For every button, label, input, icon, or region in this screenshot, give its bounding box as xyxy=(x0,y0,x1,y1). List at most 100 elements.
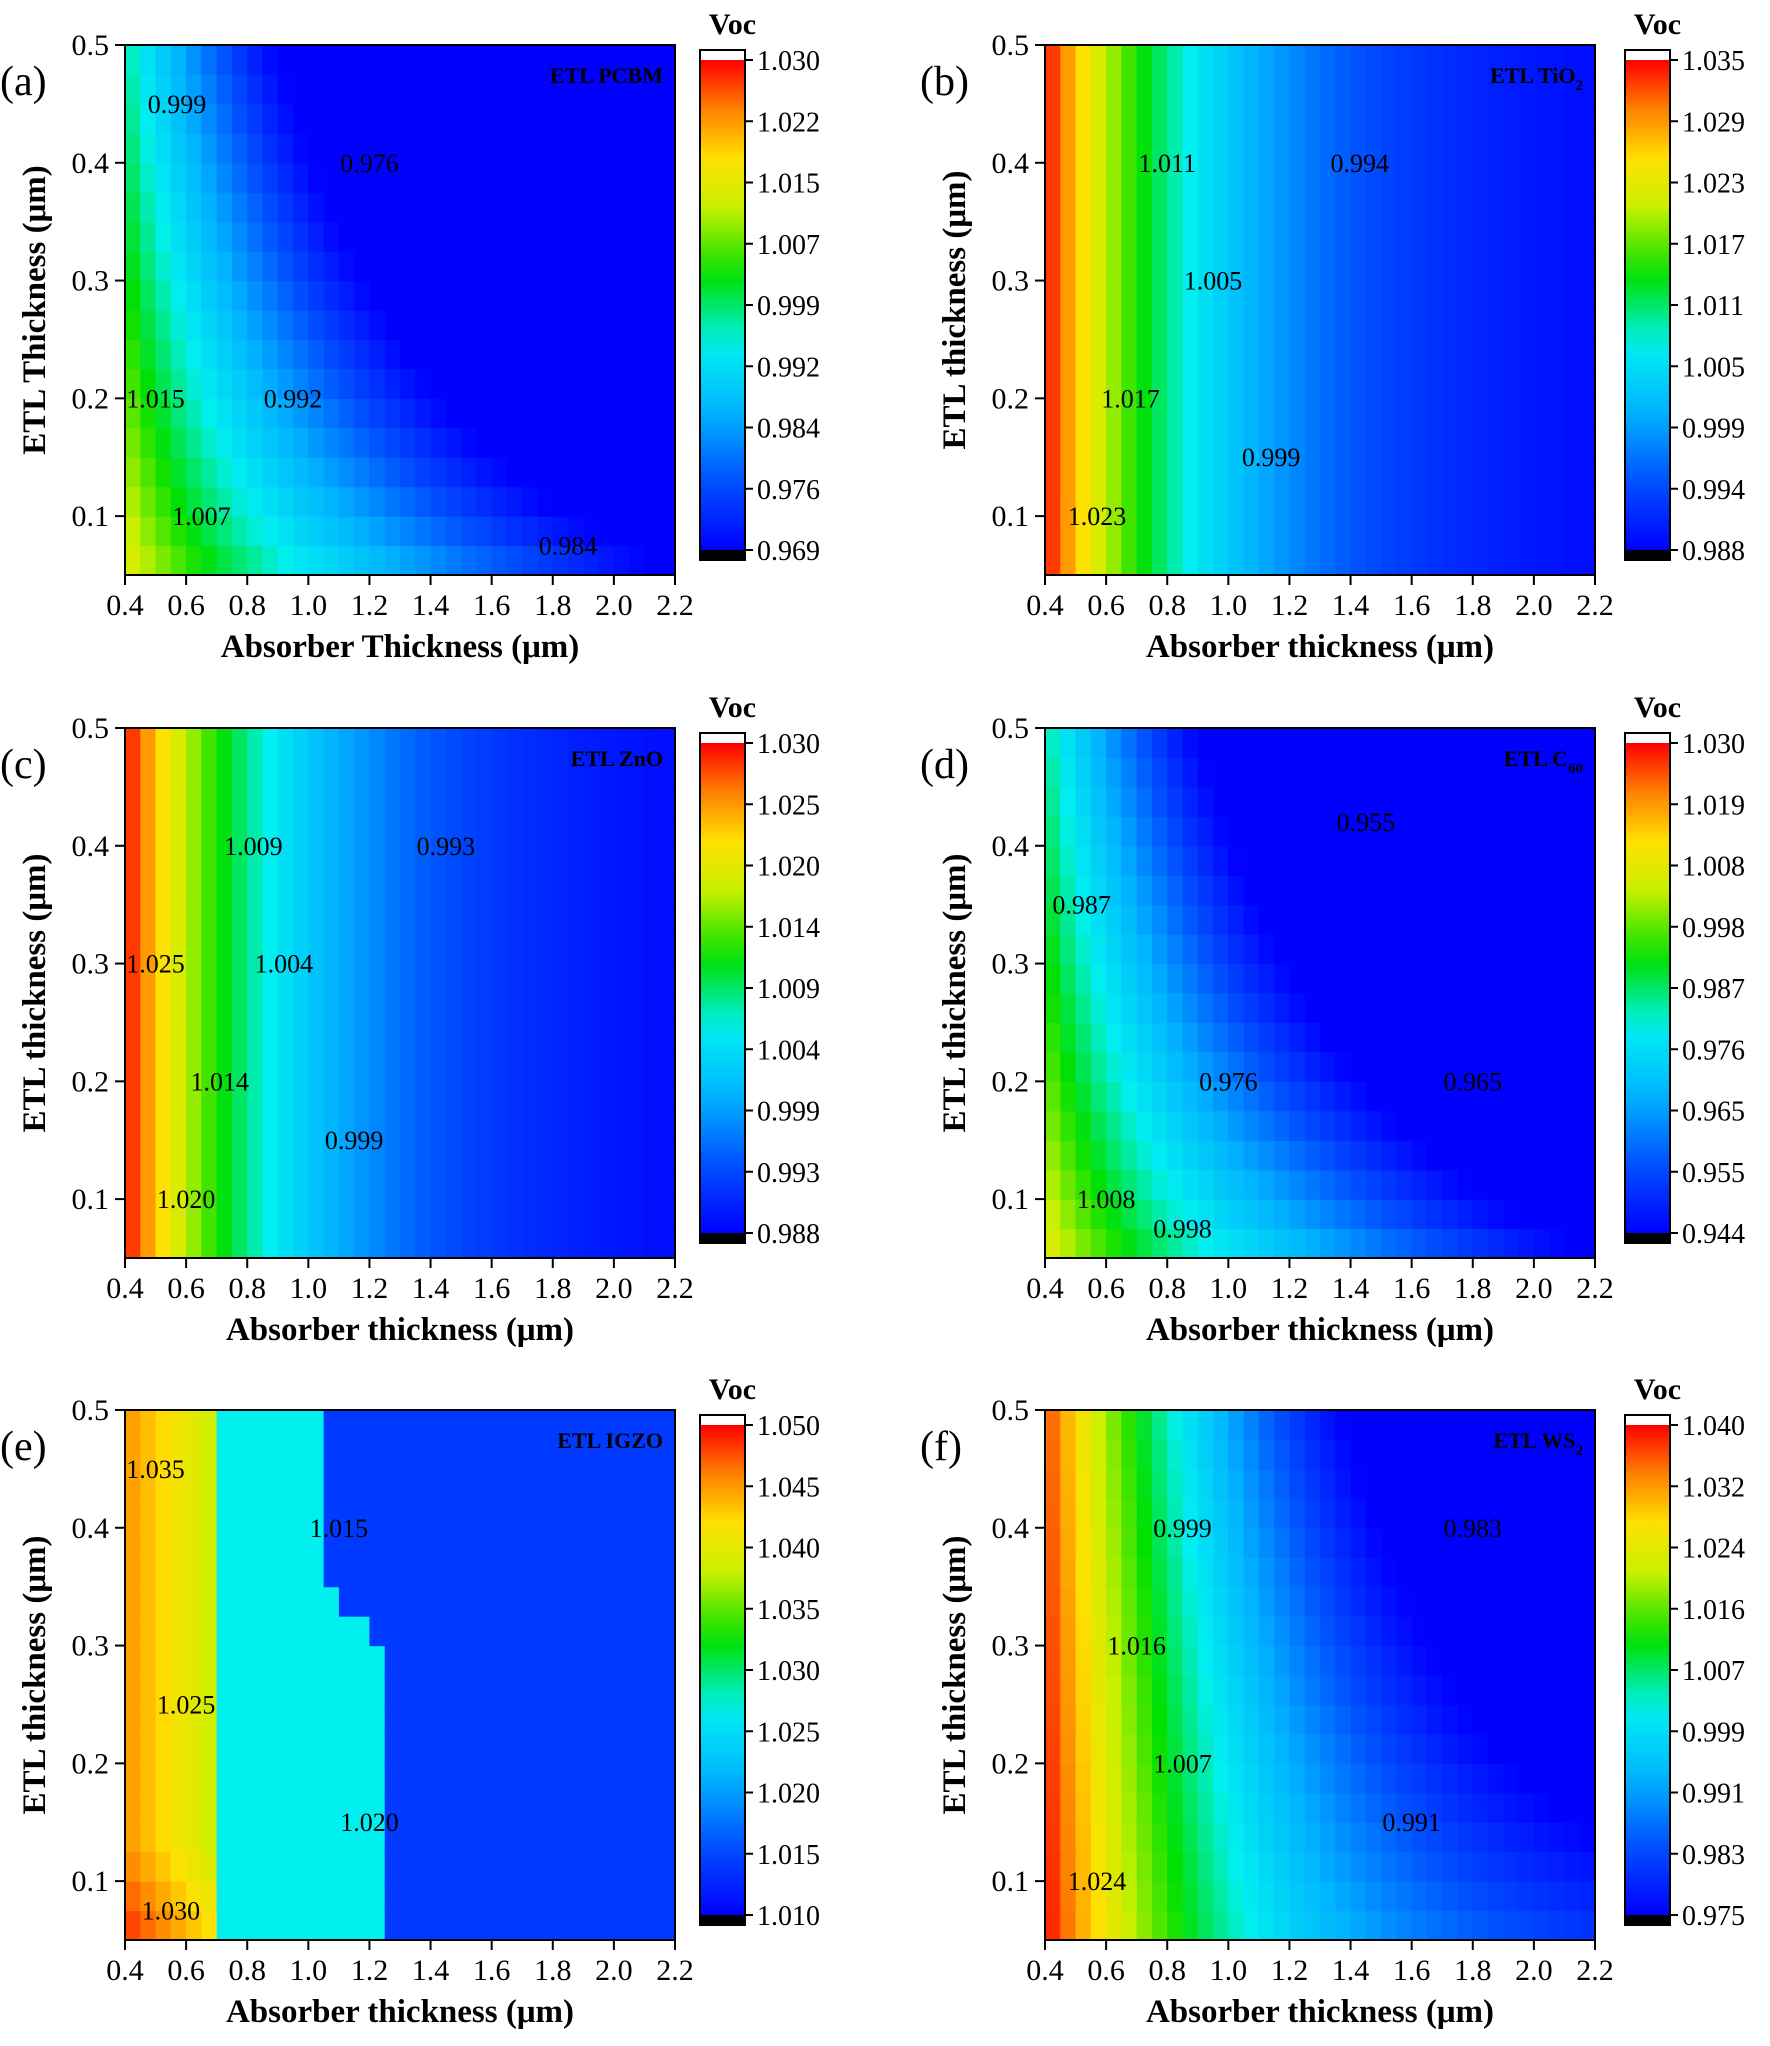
heatmap-cell xyxy=(262,427,279,458)
colorbar-tick-label: 0.993 xyxy=(757,1158,820,1189)
heatmap-cell xyxy=(1243,192,1260,223)
heatmap-cell xyxy=(1350,963,1367,994)
heatmap-cell xyxy=(644,875,661,906)
heatmap-cell xyxy=(140,993,157,1024)
heatmap-cell xyxy=(491,1792,508,1823)
heatmap-cell xyxy=(598,1051,615,1082)
heatmap-cell xyxy=(1549,1110,1566,1141)
heatmap-cell xyxy=(1289,1822,1306,1853)
heatmap-cell xyxy=(140,1022,157,1053)
heatmap-cell xyxy=(1060,1733,1077,1764)
heatmap-cell xyxy=(262,1410,279,1441)
heatmap-cell xyxy=(598,103,615,134)
heatmap-cell xyxy=(400,1081,416,1112)
heatmap-cell xyxy=(1075,545,1092,576)
heatmap-cell xyxy=(1228,192,1245,223)
heatmap-cell xyxy=(384,1586,401,1617)
heatmap-cell xyxy=(186,845,202,876)
heatmap-cell xyxy=(1304,1822,1321,1853)
heatmap-cell xyxy=(308,1822,325,1853)
heatmap-cell xyxy=(1365,1763,1382,1794)
heatmap-cell xyxy=(629,310,646,341)
heatmap-cell xyxy=(216,398,233,429)
heatmap-cell xyxy=(537,310,554,341)
heatmap-cell xyxy=(583,221,600,252)
heatmap-cell xyxy=(552,1468,569,1499)
heatmap-cell xyxy=(1365,1081,1382,1112)
heatmap-cell xyxy=(1213,74,1229,105)
heatmap-cell xyxy=(1213,786,1229,817)
x-axis-title: Absorber thickness (μm) xyxy=(226,1994,574,2030)
heatmap-cell xyxy=(1213,1228,1229,1259)
heatmap-cell xyxy=(1365,728,1382,759)
plot-frame xyxy=(124,1409,676,1941)
heatmap-cell xyxy=(1151,1822,1168,1853)
colorbar-tick-label: 1.008 xyxy=(1682,852,1745,883)
etl-label-base: ETL PCBM xyxy=(550,63,663,88)
heatmap-cell xyxy=(1564,1881,1581,1912)
heatmap-cell xyxy=(170,1763,187,1794)
heatmap-cell xyxy=(506,1527,523,1558)
heatmap-cell xyxy=(1151,816,1168,847)
heatmap-cell xyxy=(1549,221,1566,252)
heatmap-cell xyxy=(1350,221,1367,252)
heatmap-cell xyxy=(1090,1022,1107,1053)
heatmap-cell xyxy=(1533,875,1550,906)
heatmap-cell xyxy=(338,516,355,547)
x-tick-label: 1.0 xyxy=(1210,1272,1248,1305)
heatmap-cell xyxy=(1335,1586,1352,1617)
heatmap-cell xyxy=(216,816,233,847)
heatmap-cell xyxy=(170,728,187,759)
heatmap-cell xyxy=(384,728,401,759)
heatmap-cell xyxy=(1045,963,1061,994)
heatmap-cell xyxy=(400,1169,416,1200)
heatmap-cell xyxy=(1518,1439,1535,1470)
heatmap-cell xyxy=(1350,516,1367,547)
heatmap-cell xyxy=(1106,1468,1122,1499)
heatmap-cell xyxy=(1213,1169,1229,1200)
heatmap-cell xyxy=(491,516,508,547)
heatmap-cell xyxy=(1503,162,1520,193)
heatmap-cell xyxy=(1243,1616,1260,1647)
heatmap-cell xyxy=(506,875,523,906)
x-tick-label: 0.8 xyxy=(228,589,266,622)
heatmap-cell xyxy=(247,1586,264,1617)
heatmap-cell xyxy=(445,427,462,458)
heatmap-cell xyxy=(308,103,325,134)
heatmap-cell xyxy=(1167,133,1184,164)
heatmap-cell xyxy=(186,1704,202,1735)
heatmap-cell xyxy=(1243,1881,1260,1912)
heatmap-cell xyxy=(445,280,462,311)
heatmap-cell xyxy=(506,1645,523,1676)
heatmap-cell xyxy=(476,45,493,76)
heatmap-cell xyxy=(1167,786,1184,817)
heatmap-cell xyxy=(338,221,355,252)
heatmap-cell xyxy=(170,1910,187,1941)
heatmap-cell xyxy=(1075,1169,1092,1200)
heatmap-cell xyxy=(1533,1557,1550,1588)
heatmap-cell xyxy=(262,786,279,817)
heatmap-cell xyxy=(140,310,157,341)
heatmap-cell xyxy=(231,845,248,876)
heatmap-cell xyxy=(1533,1110,1550,1141)
heatmap-cell xyxy=(1045,845,1061,876)
heatmap-cell xyxy=(1289,993,1306,1024)
heatmap-cell xyxy=(1228,1733,1245,1764)
heatmap-cell xyxy=(1258,1792,1275,1823)
heatmap-cell xyxy=(568,1763,584,1794)
heatmap-cell xyxy=(1274,904,1291,935)
heatmap-cell xyxy=(1304,74,1321,105)
heatmap-cell xyxy=(277,757,294,788)
heatmap-cell xyxy=(155,1228,172,1259)
heatmap-cell xyxy=(1304,1439,1321,1470)
y-tick-label: 0.3 xyxy=(72,1630,110,1663)
heatmap-cell xyxy=(1258,162,1275,193)
heatmap-cell xyxy=(400,192,416,223)
heatmap-cell xyxy=(354,1851,371,1882)
heatmap-cell xyxy=(491,934,508,965)
heatmap-cell xyxy=(1472,934,1489,965)
heatmap-cell xyxy=(583,816,600,847)
heatmap-cell xyxy=(1045,516,1061,547)
heatmap-cell xyxy=(461,875,477,906)
heatmap-cell xyxy=(1533,1675,1550,1706)
